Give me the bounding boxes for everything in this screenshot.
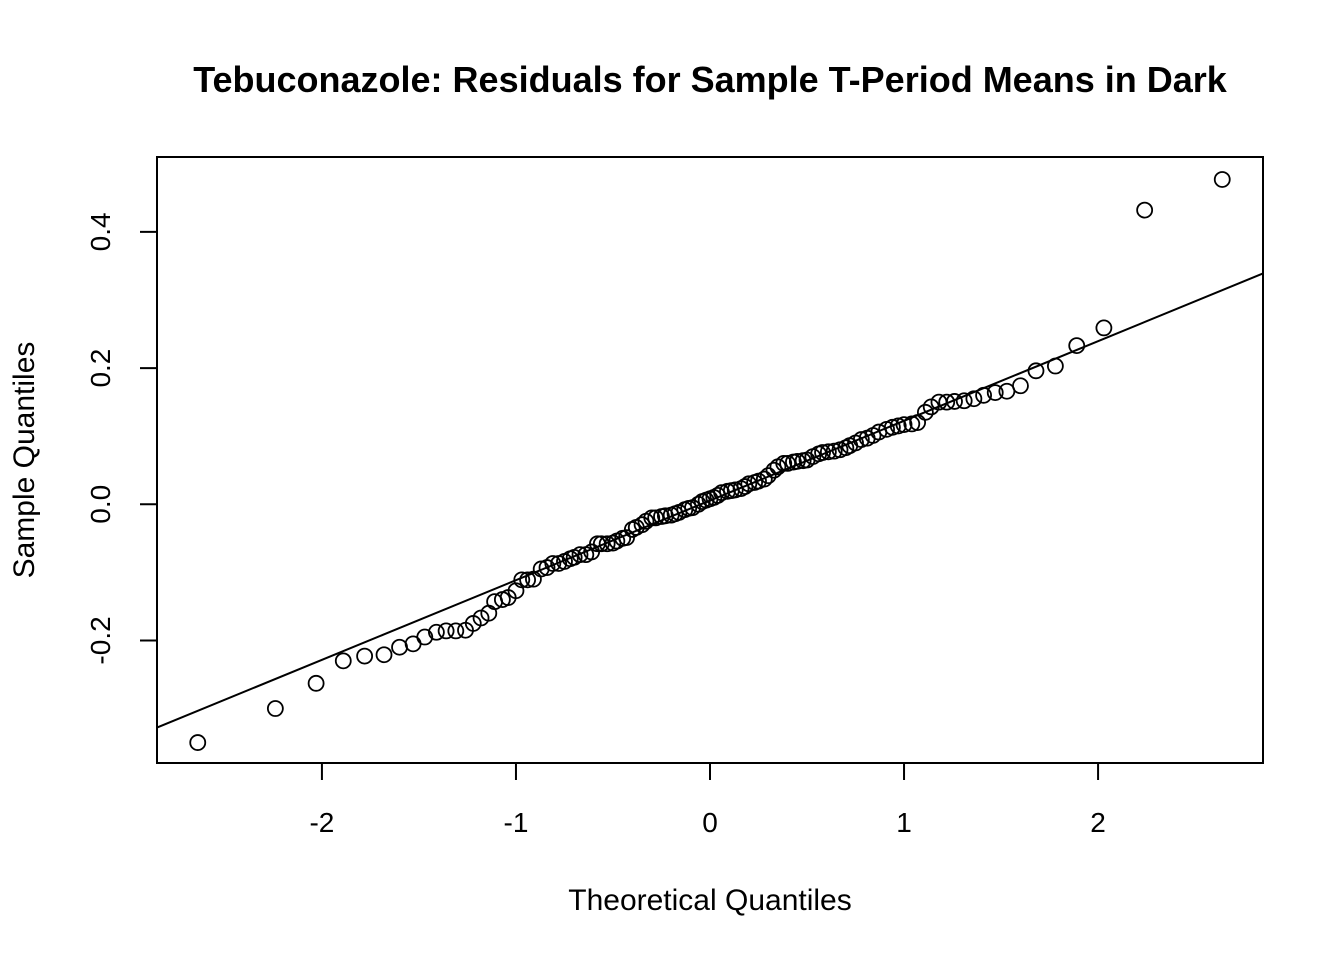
data-point	[598, 535, 616, 553]
data-point	[955, 392, 973, 410]
data-point	[975, 386, 992, 404]
x-tick-label: -2	[309, 807, 334, 838]
data-point	[404, 635, 422, 653]
data-point	[779, 455, 797, 472]
data-points	[189, 171, 1231, 751]
data-point	[647, 509, 665, 527]
data-point	[946, 393, 963, 410]
data-point	[1012, 377, 1029, 395]
x-tick-label: 1	[896, 807, 912, 838]
data-point	[986, 384, 1004, 401]
data-point	[726, 481, 744, 499]
data-point	[307, 674, 325, 692]
data-point	[356, 647, 374, 665]
data-point	[266, 700, 284, 717]
data-point	[544, 555, 562, 572]
data-point	[965, 390, 983, 408]
data-point	[1068, 337, 1086, 355]
data-point	[916, 403, 934, 421]
data-point	[391, 638, 408, 656]
data-point	[895, 416, 913, 433]
data-point	[571, 546, 589, 564]
chart-title: Tebuconazole: Residuals for Sample T-Per…	[193, 59, 1228, 100]
y-tick-label: -0.2	[85, 616, 116, 664]
data-point	[1136, 201, 1154, 219]
data-point	[883, 418, 901, 436]
x-tick-label: 0	[702, 807, 718, 838]
data-point	[592, 535, 610, 553]
data-point	[334, 652, 352, 670]
x-tick-label: -1	[504, 807, 529, 838]
data-point	[189, 734, 207, 751]
data-point	[1046, 357, 1064, 375]
data-point	[903, 415, 921, 433]
x-axis-label: Theoretical Quantiles	[568, 884, 851, 917]
data-point	[852, 431, 870, 448]
data-point	[814, 444, 831, 461]
data-point	[740, 475, 758, 493]
data-point	[519, 571, 537, 589]
y-axis-label: Sample Quantiles	[8, 342, 41, 579]
data-point	[447, 622, 465, 640]
data-point	[1213, 171, 1231, 188]
data-point	[1095, 319, 1113, 337]
data-point	[788, 452, 806, 470]
data-point	[825, 442, 843, 460]
data-point	[819, 443, 837, 461]
data-point	[513, 571, 531, 589]
y-tick-label: 0.2	[85, 349, 116, 388]
data-point	[889, 417, 907, 435]
data-point	[755, 470, 773, 488]
data-point	[437, 622, 455, 640]
data-point	[643, 509, 661, 527]
data-point	[428, 623, 445, 641]
data-point	[759, 467, 777, 485]
plot-frame	[156, 156, 1264, 764]
y-tick-label: 0.4	[85, 212, 116, 251]
data-point	[375, 646, 393, 664]
y-axis: -0.2 0.0 0.2 0.4	[85, 212, 158, 665]
data-point	[416, 628, 434, 646]
data-point	[1027, 362, 1045, 380]
data-point	[775, 455, 793, 472]
x-axis: -2 -1 0 1 2	[309, 762, 1106, 838]
y-tick-label: 0.0	[85, 485, 116, 524]
x-tick-label: 2	[1090, 807, 1106, 838]
data-point	[938, 393, 956, 411]
